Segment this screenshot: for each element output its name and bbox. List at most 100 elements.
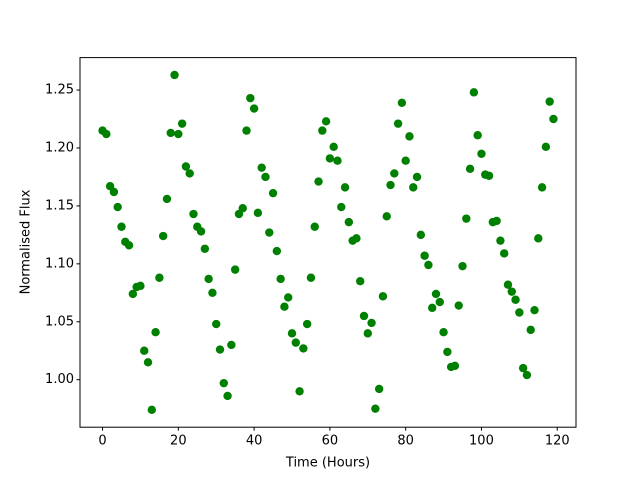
point [143,358,153,367]
x-tick-label: 100 [469,434,494,449]
point [484,171,494,180]
point [268,188,278,198]
point [212,319,221,329]
point [181,162,191,171]
point [174,129,183,139]
point [246,93,255,103]
point [363,329,372,338]
point [333,156,342,165]
point [196,227,206,236]
point [219,378,228,388]
x-tick-label: 20 [170,434,187,449]
point [458,261,467,271]
x-tick-label: 120 [545,434,570,449]
point [405,132,414,141]
point [261,172,270,182]
point [541,142,551,152]
point [128,289,138,299]
point [462,214,471,223]
point [208,288,217,297]
point [390,169,399,178]
x-tick-label: 80 [397,434,414,449]
x-tick-label: 60 [322,434,339,449]
point [147,405,157,415]
point [359,311,369,321]
point [473,131,482,140]
point [155,273,164,282]
point [242,126,251,135]
point [102,129,111,139]
point [215,345,225,354]
point [401,156,410,165]
point [204,274,213,284]
point [530,305,539,315]
point [374,384,384,394]
point [503,280,513,289]
point [177,119,187,128]
point [321,117,331,126]
y-tick-label: 1.20 [45,140,74,155]
point [340,183,350,192]
point [170,70,179,80]
point [537,183,547,192]
y-axis-label: Normalised Flux [19,189,34,294]
point [477,149,486,158]
point [534,234,543,243]
y-tick-label: 1.10 [45,256,74,271]
point [113,202,122,212]
point [306,273,316,282]
point [499,249,509,258]
point [253,208,263,218]
point [117,222,126,231]
point [276,274,285,284]
point [185,169,194,178]
point [151,327,160,337]
point [518,363,528,373]
point [109,187,119,197]
point [124,241,134,250]
point [257,163,266,172]
point [200,244,210,253]
point [295,387,304,396]
point [454,301,463,310]
y-tick-label: 1.15 [45,198,74,213]
point [450,361,460,370]
point [522,370,532,380]
point [302,319,312,329]
point [382,212,391,221]
point [511,295,520,304]
point [284,293,293,302]
point [424,260,433,270]
x-axis-label: Time (Hours) [285,456,370,471]
point [272,246,282,256]
x-tick-label: 40 [246,434,263,449]
point [162,194,172,204]
point [549,114,558,124]
point [496,236,505,245]
point [367,318,376,328]
point [223,391,232,401]
point [166,128,175,138]
point [299,344,308,353]
point [227,340,236,350]
point [265,228,274,237]
point [416,230,426,240]
point [378,292,388,301]
point [329,142,338,152]
point [230,265,240,274]
point [469,88,479,97]
point [409,183,418,192]
point [545,97,554,106]
point [280,302,289,311]
point [431,289,441,299]
point [428,303,437,313]
point [337,202,346,212]
point [435,297,444,307]
point [507,287,516,296]
point [356,277,365,286]
point [515,308,524,317]
point [412,172,422,182]
point [136,281,145,291]
y-tick-label: 1.05 [45,314,74,329]
